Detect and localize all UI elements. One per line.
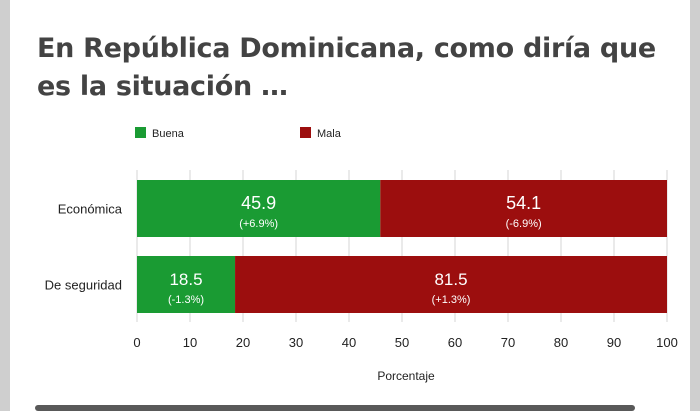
data-label-change: (-1.3%) <box>168 294 204 306</box>
bar-mala-economica <box>380 180 667 237</box>
x-axis-ticks: 0 10 20 30 40 50 60 70 80 90 100 <box>133 335 677 350</box>
category-label: De seguridad <box>45 278 122 293</box>
bar-mala-seguridad <box>235 256 668 313</box>
category-label: Económica <box>58 202 123 217</box>
x-tick-label: 80 <box>554 335 568 350</box>
category-labels: Económica De seguridad <box>45 202 123 293</box>
data-label-change: (+1.3%) <box>432 294 471 306</box>
legend-swatch-mala <box>300 127 311 138</box>
legend-label-buena: Buena <box>152 128 185 140</box>
data-label-value: 18.5 <box>169 270 202 289</box>
data-label-value: 45.9 <box>241 193 276 213</box>
x-tick-label: 0 <box>133 335 140 350</box>
chart-title: En República Dominicana, como diría que … <box>37 33 656 102</box>
stacked-bar-chart: Buena Mala 45.9 (+6.9%) 54.1 (-6.9%) 18.5 (-1.… <box>45 127 678 383</box>
data-label-change: (-6.9%) <box>506 218 542 230</box>
chart-card: En República Dominicana, como diría que … <box>10 0 690 411</box>
x-tick-label: 30 <box>289 335 303 350</box>
next-heading-cropped <box>35 400 675 411</box>
bar-buena-seguridad <box>137 256 236 313</box>
x-axis-label: Porcentaje <box>377 369 435 383</box>
bars: 45.9 (+6.9%) 54.1 (-6.9%) 18.5 (-1.3%) 81.5 (+1… <box>137 180 668 313</box>
legend-swatch-buena <box>135 127 146 138</box>
x-tick-label: 60 <box>448 335 462 350</box>
data-label-value: 54.1 <box>506 193 541 213</box>
x-tick-label: 70 <box>501 335 515 350</box>
x-tick-label: 50 <box>395 335 409 350</box>
data-label-change: (+6.9%) <box>239 218 278 230</box>
x-tick-label: 100 <box>656 335 678 350</box>
x-tick-label: 20 <box>236 335 250 350</box>
legend-label-mala: Mala <box>317 128 342 140</box>
x-tick-label: 90 <box>607 335 621 350</box>
bar-buena-economica <box>137 180 381 237</box>
legend: Buena Mala <box>135 127 342 140</box>
x-tick-label: 10 <box>183 335 197 350</box>
data-label-value: 81.5 <box>434 270 467 289</box>
x-tick-label: 40 <box>342 335 356 350</box>
